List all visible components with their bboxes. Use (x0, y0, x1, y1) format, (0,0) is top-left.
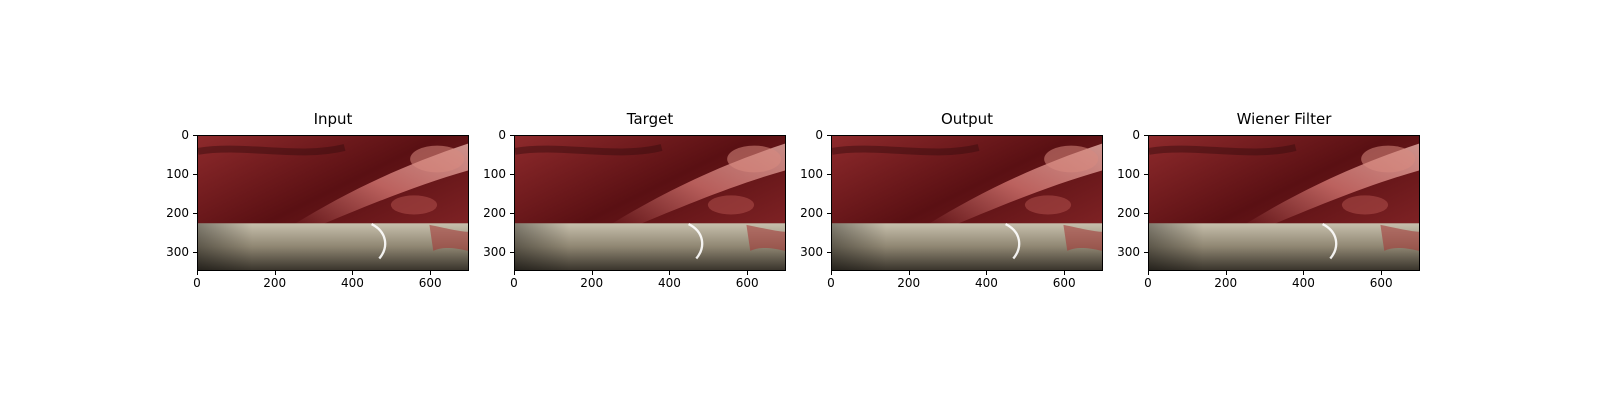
input-y-tick-mark (193, 173, 197, 175)
wiener-x-tick-label: 200 (1214, 276, 1238, 290)
input-x-tick-label: 600 (418, 276, 442, 290)
output-x-tick-mark (831, 271, 832, 275)
input-y-tick-mark (193, 251, 197, 253)
target-image-axes (514, 135, 786, 271)
output-y-tick-mark (827, 135, 831, 136)
target-title: Target (626, 110, 674, 128)
output-x-tick-label: 600 (1052, 276, 1076, 290)
wiener-y-tick-mark (1144, 251, 1148, 253)
wiener-x-tick-label: 0 (1144, 276, 1152, 290)
wiener-image-axes (1148, 135, 1420, 271)
output-x-tick-label: 200 (897, 276, 921, 290)
wiener-image-svg (1149, 136, 1419, 270)
input-y-tick-label: 200 (166, 205, 189, 220)
target-x-tick-mark (747, 271, 749, 275)
wiener-y-tick-label: 300 (1117, 244, 1140, 259)
input-x-tick-label: 200 (263, 276, 287, 290)
output-y-tick-mark (827, 251, 831, 253)
output-y-tick-label: 200 (800, 205, 823, 220)
wiener-x-tick-mark (1225, 271, 1227, 275)
input-y-tick-label: 300 (166, 244, 189, 259)
wiener-x-tick-mark (1303, 271, 1305, 275)
wiener-y-tick-label: 100 (1117, 166, 1140, 181)
input-image-svg (198, 136, 468, 270)
wiener-title: Wiener Filter (1236, 110, 1332, 128)
input-title: Input (313, 110, 353, 128)
output-x-tick-mark (1064, 271, 1066, 275)
input-x-tick-mark (352, 271, 354, 275)
target-x-tick-mark (514, 271, 515, 275)
wiener-y-tick-label: 200 (1117, 205, 1140, 220)
target-x-tick-mark (669, 271, 671, 275)
target-x-tick-mark (591, 271, 593, 275)
target-y-tick-mark (510, 173, 514, 175)
target-y-tick-mark (510, 212, 514, 214)
output-y-tick-label: 100 (800, 166, 823, 181)
input-y-tick-label: 0 (181, 128, 189, 142)
target-y-tick-label: 0 (498, 128, 506, 142)
target-y-tick-mark (510, 251, 514, 253)
target-x-tick-label: 0 (510, 276, 518, 290)
output-y-tick-label: 0 (815, 128, 823, 142)
input-y-tick-mark (193, 135, 197, 136)
target-x-tick-label: 600 (735, 276, 759, 290)
output-title: Output (940, 110, 994, 128)
target-y-tick-label: 100 (483, 166, 506, 181)
input-y-tick-label: 100 (166, 166, 189, 181)
target-x-tick-label: 400 (657, 276, 681, 290)
wiener-y-tick-mark (1144, 212, 1148, 214)
wiener-y-tick-mark (1144, 173, 1148, 175)
output-x-tick-label: 400 (974, 276, 998, 290)
output-y-tick-mark (827, 212, 831, 214)
output-image-svg (832, 136, 1102, 270)
target-x-tick-label: 200 (580, 276, 604, 290)
output-x-tick-label: 0 (827, 276, 835, 290)
wiener-x-tick-mark (1381, 271, 1383, 275)
input-x-tick-mark (274, 271, 276, 275)
target-y-tick-label: 300 (483, 244, 506, 259)
output-x-tick-mark (986, 271, 988, 275)
input-x-tick-label: 400 (340, 276, 364, 290)
output-x-tick-mark (908, 271, 910, 275)
input-x-tick-label: 0 (193, 276, 201, 290)
input-y-tick-mark (193, 212, 197, 214)
wiener-y-tick-mark (1144, 135, 1148, 136)
output-image-axes (831, 135, 1103, 271)
output-y-tick-mark (827, 173, 831, 175)
output-y-tick-label: 300 (800, 244, 823, 259)
input-x-tick-mark (430, 271, 432, 275)
wiener-x-tick-label: 400 (1291, 276, 1315, 290)
target-y-tick-label: 200 (483, 205, 506, 220)
input-image-axes (197, 135, 469, 271)
input-x-tick-mark (197, 271, 198, 275)
wiener-x-tick-mark (1148, 271, 1149, 275)
wiener-y-tick-label: 0 (1132, 128, 1140, 142)
target-image-svg (515, 136, 785, 270)
target-y-tick-mark (510, 135, 514, 136)
wiener-x-tick-label: 600 (1369, 276, 1393, 290)
